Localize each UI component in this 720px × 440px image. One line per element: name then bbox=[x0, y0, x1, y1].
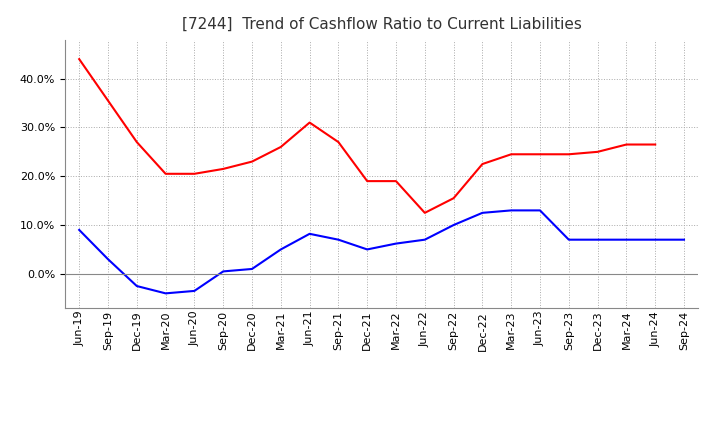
Title: [7244]  Trend of Cashflow Ratio to Current Liabilities: [7244] Trend of Cashflow Ratio to Curren… bbox=[181, 16, 582, 32]
Free CF to Current Liabilities bbox=[449, 222, 458, 227]
Operating CF to Current Liabilities bbox=[651, 142, 660, 147]
Operating CF to Current Liabilities bbox=[507, 152, 516, 157]
Operating CF to Current Liabilities bbox=[449, 195, 458, 201]
Free CF to Current Liabilities bbox=[132, 283, 141, 289]
Free CF to Current Liabilities bbox=[651, 237, 660, 242]
Operating CF to Current Liabilities bbox=[75, 56, 84, 62]
Operating CF to Current Liabilities bbox=[363, 179, 372, 184]
Free CF to Current Liabilities bbox=[420, 237, 429, 242]
Free CF to Current Liabilities bbox=[536, 208, 544, 213]
Operating CF to Current Liabilities bbox=[478, 161, 487, 167]
Free CF to Current Liabilities bbox=[276, 247, 285, 252]
Operating CF to Current Liabilities bbox=[564, 152, 573, 157]
Line: Free CF to Current Liabilities: Free CF to Current Liabilities bbox=[79, 210, 684, 293]
Operating CF to Current Liabilities bbox=[276, 144, 285, 150]
Free CF to Current Liabilities bbox=[593, 237, 602, 242]
Operating CF to Current Liabilities bbox=[219, 166, 228, 172]
Operating CF to Current Liabilities bbox=[593, 149, 602, 154]
Operating CF to Current Liabilities bbox=[104, 98, 112, 103]
Free CF to Current Liabilities bbox=[392, 241, 400, 246]
Free CF to Current Liabilities bbox=[75, 227, 84, 233]
Line: Operating CF to Current Liabilities: Operating CF to Current Liabilities bbox=[79, 59, 655, 213]
Operating CF to Current Liabilities bbox=[392, 179, 400, 184]
Operating CF to Current Liabilities bbox=[334, 139, 343, 145]
Operating CF to Current Liabilities bbox=[622, 142, 631, 147]
Free CF to Current Liabilities bbox=[363, 247, 372, 252]
Operating CF to Current Liabilities bbox=[190, 171, 199, 176]
Free CF to Current Liabilities bbox=[507, 208, 516, 213]
Free CF to Current Liabilities bbox=[219, 269, 228, 274]
Free CF to Current Liabilities bbox=[564, 237, 573, 242]
Free CF to Current Liabilities bbox=[248, 266, 256, 271]
Operating CF to Current Liabilities bbox=[248, 159, 256, 164]
Free CF to Current Liabilities bbox=[190, 288, 199, 293]
Free CF to Current Liabilities bbox=[622, 237, 631, 242]
Free CF to Current Liabilities bbox=[305, 231, 314, 236]
Operating CF to Current Liabilities bbox=[305, 120, 314, 125]
Free CF to Current Liabilities bbox=[478, 210, 487, 216]
Operating CF to Current Liabilities bbox=[132, 139, 141, 145]
Operating CF to Current Liabilities bbox=[161, 171, 170, 176]
Free CF to Current Liabilities bbox=[334, 237, 343, 242]
Operating CF to Current Liabilities bbox=[420, 210, 429, 216]
Free CF to Current Liabilities bbox=[680, 237, 688, 242]
Free CF to Current Liabilities bbox=[104, 257, 112, 262]
Free CF to Current Liabilities bbox=[161, 291, 170, 296]
Operating CF to Current Liabilities bbox=[536, 152, 544, 157]
